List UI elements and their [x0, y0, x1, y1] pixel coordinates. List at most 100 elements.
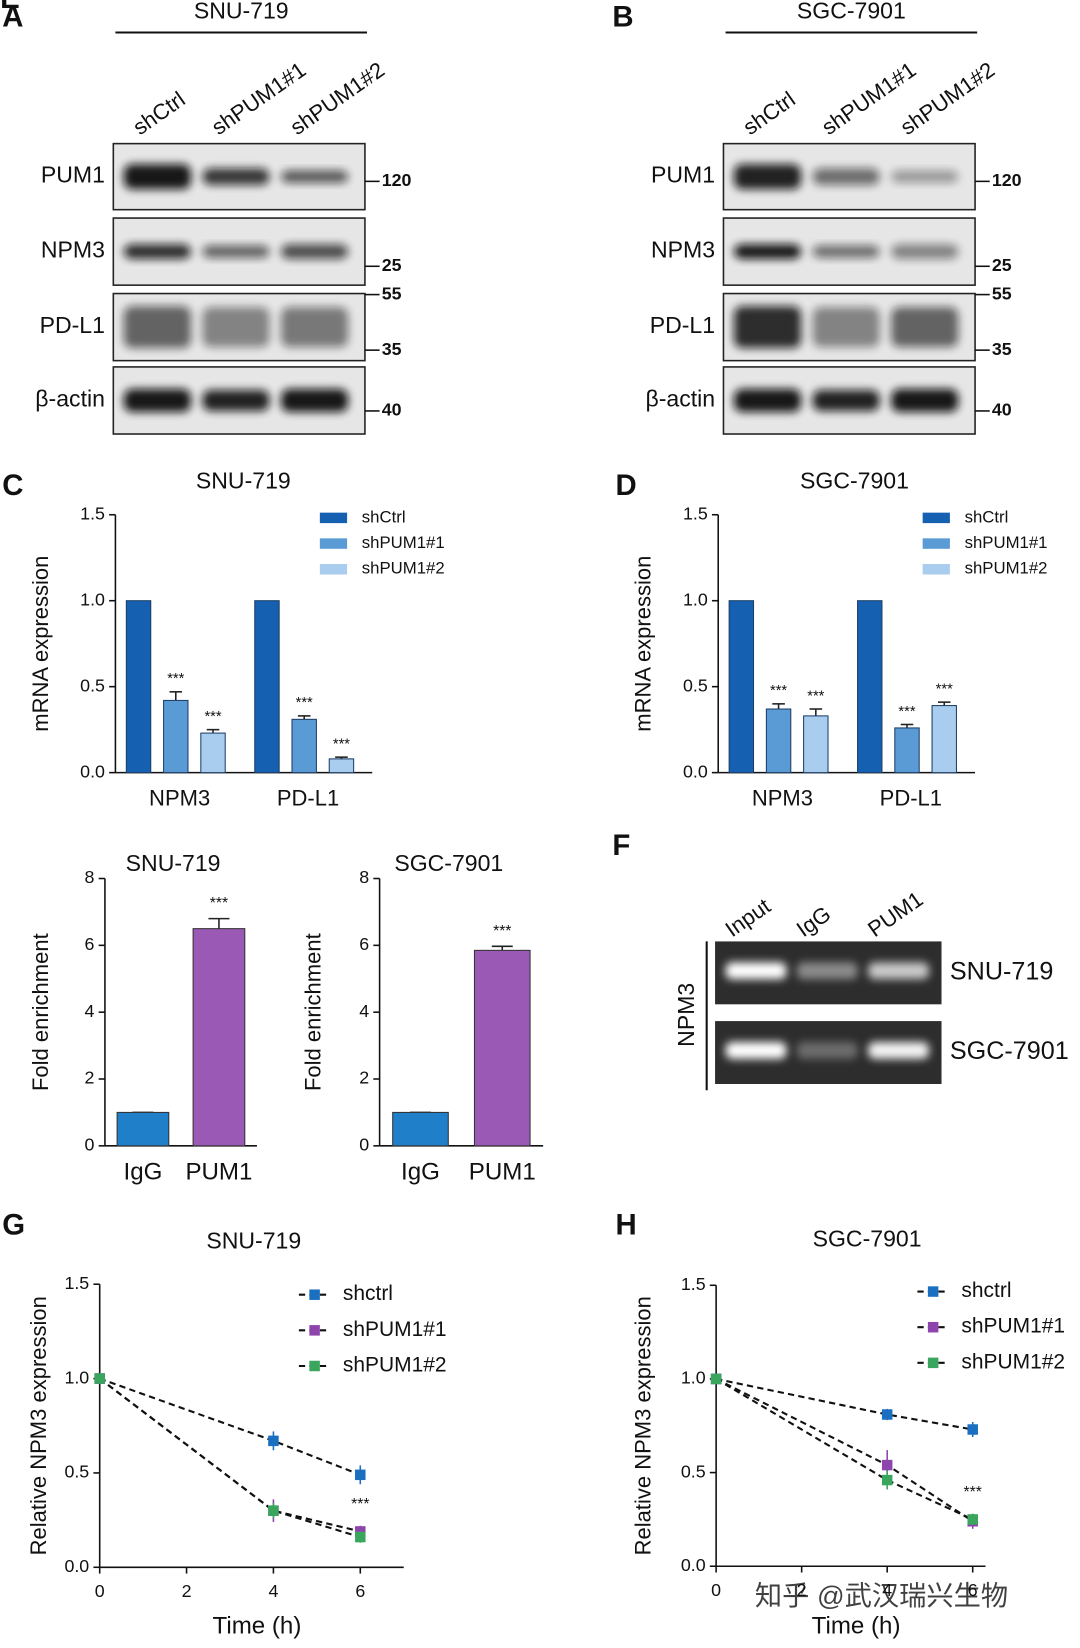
- bar: [254, 600, 280, 774]
- lane-label: IgG: [792, 901, 835, 942]
- band: [812, 245, 880, 258]
- row-label: PD-L1: [40, 312, 105, 338]
- y-tick-label: 0.5: [683, 675, 708, 695]
- bar: [163, 699, 189, 774]
- band: [281, 170, 349, 183]
- marker-label: 120: [382, 170, 412, 190]
- y-axis-label: Relative NPM3 expression: [26, 1296, 51, 1555]
- x-tick-label: PD-L1: [880, 786, 942, 811]
- y-tick-label: 0: [85, 1135, 95, 1155]
- blot-title: SGC-7901: [797, 0, 906, 24]
- significance: ***: [351, 1496, 369, 1513]
- series-line: [99, 1377, 361, 1539]
- marker-label: 120: [992, 170, 1022, 190]
- significance: ***: [493, 923, 511, 940]
- legend-label: shCtrl: [965, 507, 1009, 526]
- marker-label: 40: [382, 400, 402, 420]
- bar: [894, 727, 920, 774]
- gel-band: [796, 962, 858, 980]
- marker-label: 25: [992, 255, 1012, 275]
- series-line: [99, 1377, 361, 1476]
- lane-label: shCtrl: [128, 86, 189, 139]
- x-tick-label: PUM1: [185, 1158, 252, 1185]
- y-tick-label: 1.0: [681, 1368, 706, 1388]
- marker-label: 55: [992, 283, 1012, 303]
- y-tick-label: 6: [359, 934, 369, 954]
- series-line: [715, 1378, 974, 1521]
- band: [891, 244, 959, 259]
- band: [281, 388, 349, 412]
- x-tick-label: 2: [797, 1580, 807, 1600]
- y-tick-label: 8: [359, 867, 369, 887]
- band: [202, 389, 270, 411]
- x-tick-label: 0: [95, 1581, 105, 1601]
- y-tick-label: 0.0: [681, 1555, 706, 1575]
- band: [733, 388, 802, 412]
- x-tick-label: 6: [355, 1581, 365, 1601]
- y-tick-label: 1.0: [64, 1367, 89, 1387]
- chart-title: SNU-719: [196, 467, 291, 493]
- row-label: SNU-719: [950, 958, 1053, 986]
- legend-label: shPUM1#2: [965, 559, 1048, 578]
- significance: ***: [167, 671, 184, 687]
- x-axis-label: Time (h): [213, 1612, 302, 1639]
- bar: [328, 758, 355, 774]
- band: [123, 244, 191, 259]
- chart-title: SNU-719: [126, 850, 221, 876]
- marker-label: 55: [382, 283, 402, 303]
- significance: ***: [936, 681, 953, 697]
- panel-label: G: [2, 1208, 25, 1241]
- gel-band: [868, 1042, 929, 1059]
- chart-title: SGC-7901: [800, 467, 909, 493]
- bar: [291, 718, 317, 774]
- point: [268, 1435, 279, 1447]
- legend-label: shPUM1#1: [965, 533, 1048, 552]
- significance: ***: [296, 695, 313, 711]
- panel-label: F: [612, 829, 630, 862]
- bar: [125, 600, 152, 774]
- legend-marker: [927, 1286, 939, 1297]
- point: [268, 1505, 279, 1516]
- x-tick-label: PUM1: [469, 1158, 536, 1185]
- row-label: PUM1: [651, 162, 715, 188]
- point: [355, 1531, 366, 1543]
- bar: [931, 705, 957, 774]
- band: [281, 307, 349, 348]
- band: [891, 170, 959, 183]
- significance: ***: [770, 683, 787, 699]
- y-axis-label: Fold enrichment: [300, 933, 325, 1091]
- y-tick-label: 1.5: [80, 503, 105, 523]
- gel-band: [868, 962, 929, 980]
- y-tick-label: 2: [359, 1068, 369, 1088]
- legend-swatch: [319, 564, 348, 575]
- band: [812, 168, 880, 186]
- legend-label: shPUM1#1: [362, 533, 445, 552]
- band: [202, 307, 270, 348]
- y-tick-label: 0.0: [80, 761, 105, 781]
- y-tick-label: 8: [85, 867, 95, 887]
- point: [881, 1474, 893, 1486]
- y-tick-label: 2: [85, 1068, 95, 1088]
- y-tick-label: 1.5: [683, 503, 708, 523]
- gel-band: [796, 1042, 858, 1059]
- row-label: β-actin: [35, 386, 105, 412]
- row-label: NPM3: [41, 237, 105, 263]
- legend-label: shPUM1#2: [961, 1350, 1065, 1373]
- legend-marker: [927, 1321, 939, 1333]
- legend-marker: [309, 1360, 320, 1372]
- x-tick-label: 2: [182, 1581, 192, 1601]
- legend-label: shctrl: [961, 1279, 1011, 1302]
- panel-label: B: [612, 1, 633, 34]
- series-line: [715, 1377, 973, 1431]
- y-tick-label: 0.0: [64, 1556, 89, 1576]
- band: [123, 306, 191, 349]
- gel-band: [725, 962, 787, 980]
- legend-label: shctrl: [343, 1282, 393, 1305]
- lane-label: PUM1: [863, 886, 927, 942]
- legend-label: shCtrl: [362, 507, 406, 526]
- row-label: β-actin: [645, 386, 715, 412]
- significance: ***: [964, 1484, 982, 1501]
- band: [202, 245, 270, 258]
- x-tick-label: PD-L1: [277, 786, 339, 811]
